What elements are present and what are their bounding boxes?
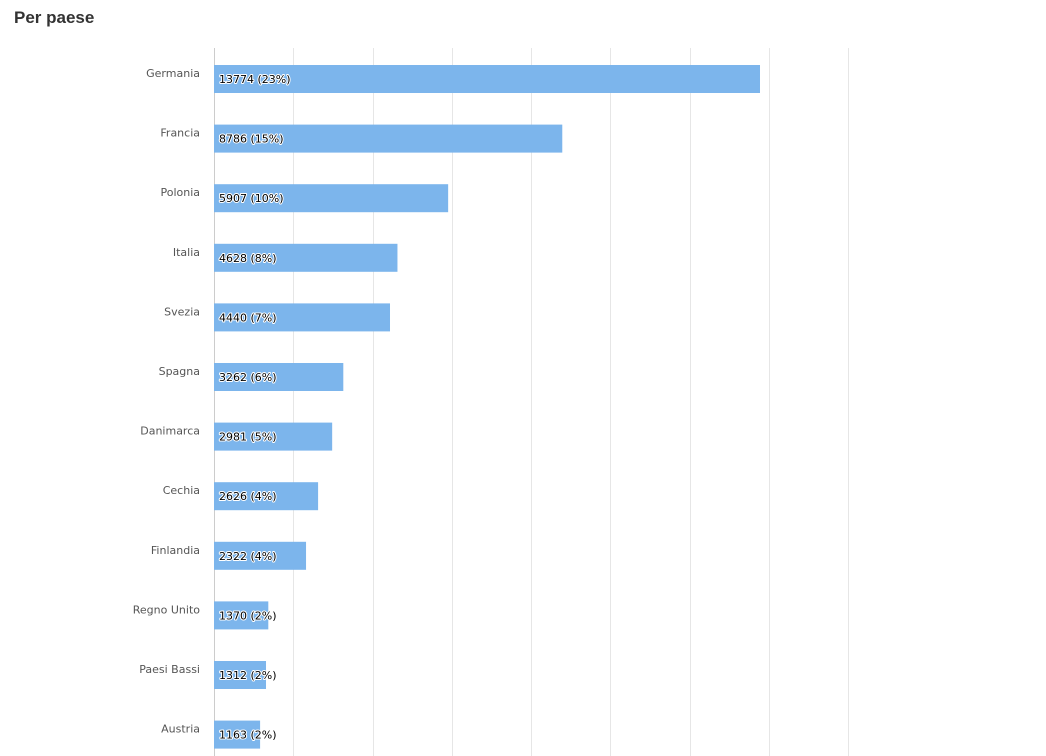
data-label: 3262 (6%) [219, 371, 277, 384]
data-label: 13774 (23%) [219, 73, 291, 86]
category-label: Regno Unito [133, 603, 200, 616]
category-label: Finlandia [151, 544, 200, 557]
bar[interactable] [214, 303, 391, 332]
bars [214, 65, 760, 749]
grid-lines [214, 48, 849, 756]
category-label: Paesi Bassi [139, 663, 200, 676]
bar[interactable] [214, 243, 398, 272]
bar[interactable] [214, 482, 319, 511]
category-label: Spagna [159, 365, 200, 378]
category-label: Polonia [160, 186, 200, 199]
data-label: 1370 (2%) [219, 609, 277, 622]
data-label: 2626 (4%) [219, 490, 277, 503]
data-label: 2981 (5%) [219, 431, 277, 444]
category-label: Francia [160, 127, 200, 140]
data-label: 2322 (4%) [219, 550, 277, 563]
category-label: Austria [161, 723, 200, 736]
bar[interactable] [214, 65, 760, 93]
data-label: 1312 (2%) [219, 669, 277, 682]
chart-title: Per paese [14, 8, 95, 27]
data-label: 1163 (2%) [219, 729, 277, 742]
category-label: Italia [173, 246, 200, 259]
bar[interactable] [214, 601, 269, 630]
category-label: Svezia [164, 305, 200, 318]
data-label: 4440 (7%) [219, 311, 277, 324]
category-label: Germania [146, 67, 200, 80]
bar[interactable] [214, 184, 449, 213]
data-label: 5907 (10%) [219, 192, 284, 205]
bar[interactable] [214, 720, 261, 749]
data-label: 4628 (8%) [219, 252, 277, 265]
bar[interactable] [214, 661, 267, 689]
labels: Germania 13774 (23%) Francia 8786 (15%) Polo… [133, 67, 292, 743]
category-label: Cechia [163, 484, 200, 497]
bar[interactable] [214, 422, 333, 451]
data-label: 8786 (15%) [219, 133, 284, 146]
category-label: Danimarca [140, 425, 200, 438]
bar[interactable] [214, 541, 307, 570]
bar[interactable] [214, 124, 563, 153]
bar[interactable] [214, 363, 344, 391]
